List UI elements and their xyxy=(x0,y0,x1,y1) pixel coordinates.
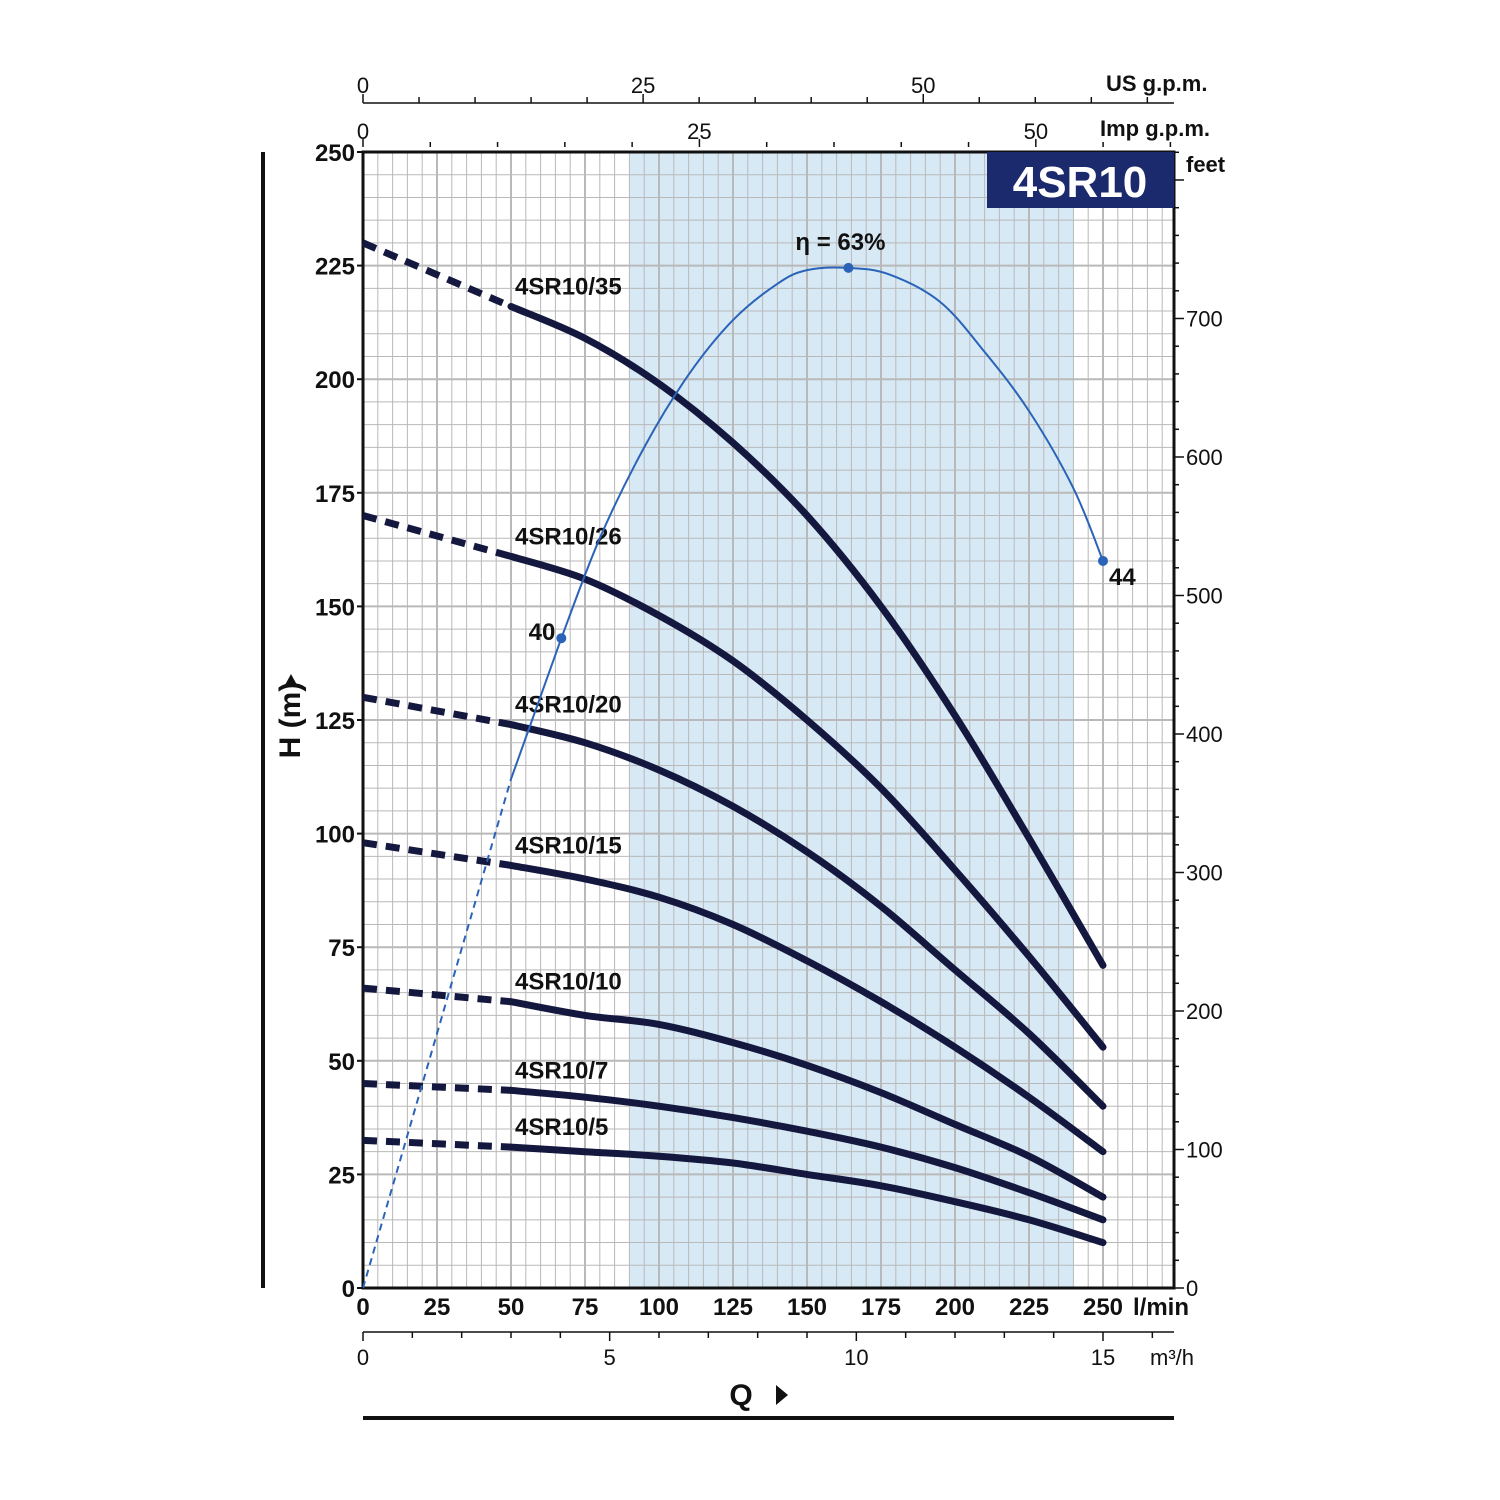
curve-dashed-segment xyxy=(362,984,512,1006)
curve-label: 4SR10/35 xyxy=(515,273,622,300)
model-badge-background xyxy=(987,152,1174,208)
curve-line xyxy=(507,303,1107,969)
feet-tick-label: 500 xyxy=(1186,583,1223,608)
x-axis-title: Q xyxy=(729,1379,752,1412)
y-tick-label: 150 xyxy=(315,594,355,621)
us-gpm-tick-label: 0 xyxy=(357,73,369,98)
efficiency-dashed-line xyxy=(362,778,512,1289)
us-gpm-unit-label: US g.p.m. xyxy=(1106,71,1207,96)
y-tick-label: 200 xyxy=(315,367,355,394)
efficiency-curve: 40 η = 63% 44 xyxy=(362,229,1136,1289)
y-tick-label: 175 xyxy=(315,481,355,508)
y-tick-label: 100 xyxy=(315,822,355,849)
feet-tick-label: 100 xyxy=(1186,1137,1223,1162)
y-tick-label: 225 xyxy=(315,254,355,281)
efficiency-point-label: 44 xyxy=(1109,564,1136,591)
feet-tick-label: 700 xyxy=(1186,306,1223,331)
curve-label: 4SR10/10 xyxy=(515,969,622,996)
x-tick-label: 150 xyxy=(787,1294,827,1321)
efficiency-point xyxy=(1098,555,1108,566)
curve-dashed-segment xyxy=(361,239,513,310)
y-axis-arrow-icon xyxy=(285,674,297,685)
efficiency-point-label: η = 63% xyxy=(795,229,885,256)
curve-line xyxy=(507,1086,1107,1224)
feet-tick-label: 0 xyxy=(1186,1276,1198,1301)
x-tick-label: 25 xyxy=(424,1294,451,1321)
us-gpm-tick-label: 25 xyxy=(631,73,655,98)
curve-label: 4SR10/20 xyxy=(515,692,622,719)
feet-tick-label: 200 xyxy=(1186,999,1223,1024)
chart-title: 4SR10 xyxy=(1013,158,1148,207)
curve-line xyxy=(507,721,1107,1110)
curve-label: 4SR10/26 xyxy=(515,523,622,550)
efficiency-point xyxy=(556,633,567,644)
x-tick-label: 225 xyxy=(1009,1294,1049,1321)
feet-tick-label: 300 xyxy=(1186,860,1223,885)
x-tick-label: 125 xyxy=(713,1294,753,1321)
imp-gpm-tick-label: 0 xyxy=(357,119,369,144)
curve-label: 4SR10/5 xyxy=(515,1114,608,1141)
x-tick-label: 175 xyxy=(861,1294,901,1321)
x-unit-label: l/min xyxy=(1133,1294,1189,1321)
curve-label: 4SR10/7 xyxy=(515,1057,608,1084)
y-axis-title: H (m) xyxy=(274,682,307,759)
x-tick-label: 200 xyxy=(935,1294,975,1321)
curve-line xyxy=(507,861,1107,1156)
m3h-tick-label: 15 xyxy=(1091,1345,1115,1370)
y-tick-label: 75 xyxy=(328,935,355,962)
x-tick-label: 75 xyxy=(572,1294,599,1321)
x-tick-label: 0 xyxy=(356,1294,369,1321)
m3h-unit-label: m³/h xyxy=(1150,1345,1194,1370)
feet-unit-label: feet xyxy=(1186,152,1226,177)
x-axis-arrow-icon xyxy=(776,1385,788,1405)
m3h-tick-label: 10 xyxy=(844,1345,868,1370)
curve-dashed-segment xyxy=(362,1080,512,1094)
x-tick-label: 250 xyxy=(1083,1294,1123,1321)
curve-dashed-segment xyxy=(362,512,512,560)
y-tick-label: 0 xyxy=(342,1276,355,1303)
efficiency-line xyxy=(560,266,1104,639)
imp-gpm-tick-label: 50 xyxy=(1024,119,1048,144)
feet-tick-label: 600 xyxy=(1186,445,1223,470)
x-tick-label: 50 xyxy=(498,1294,525,1321)
curve-dashed-segment xyxy=(362,1136,512,1151)
curve-label: 4SR10/15 xyxy=(515,832,622,859)
x-tick-label: 100 xyxy=(639,1294,679,1321)
curve-line xyxy=(507,552,1107,1051)
m3h-tick-label: 5 xyxy=(604,1345,616,1370)
efficiency-point xyxy=(843,262,854,273)
curve-dashed-segment xyxy=(362,839,512,869)
feet-tick-label: 400 xyxy=(1186,722,1223,747)
imp-gpm-tick-label: 25 xyxy=(687,119,711,144)
m3h-tick-label: 0 xyxy=(357,1345,369,1370)
y-tick-label: 25 xyxy=(328,1162,355,1189)
model-badge: 4SR10 xyxy=(987,152,1174,208)
y-tick-label: 250 xyxy=(315,140,355,167)
us-gpm-tick-label: 50 xyxy=(911,73,935,98)
efficiency-lead-line xyxy=(510,637,563,780)
curve-line xyxy=(507,1143,1107,1247)
curve-line xyxy=(507,998,1107,1201)
y-tick-label: 125 xyxy=(315,708,355,735)
imp-gpm-unit-label: Imp g.p.m. xyxy=(1100,116,1210,141)
efficiency-point-label: 40 xyxy=(529,619,556,646)
curve-dashed-segment xyxy=(362,693,512,728)
y-tick-label: 50 xyxy=(328,1049,355,1076)
